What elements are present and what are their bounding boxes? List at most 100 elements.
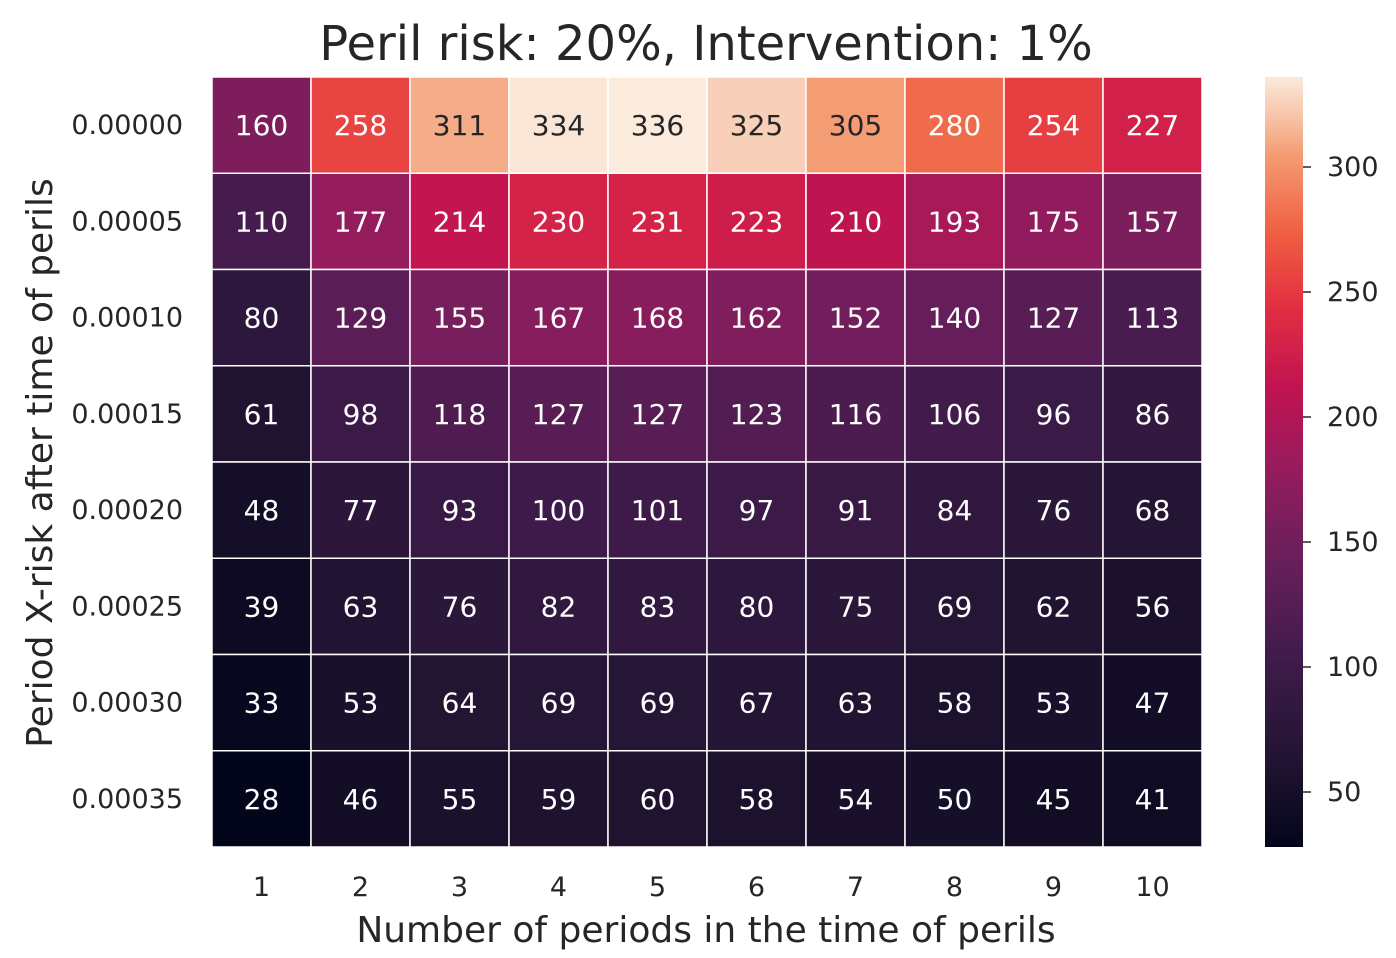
heatmap-cell [1102, 461, 1203, 559]
colorbar-gradient [1265, 77, 1303, 847]
colorbar-tick-label: 150 [1327, 527, 1379, 558]
cell-value-label: 254 [1027, 109, 1080, 142]
heatmap-cell [1003, 461, 1104, 559]
heatmap-cell [607, 750, 708, 848]
cell-value-label: 160 [235, 109, 288, 142]
cell-value-label: 311 [433, 109, 486, 142]
heatmap-cell [1003, 365, 1104, 463]
heatmap-cell [805, 653, 906, 752]
cell-value-label: 53 [343, 687, 379, 720]
cell-value-label: 258 [334, 109, 387, 142]
heatmap-cell [706, 653, 807, 752]
cell-value-label: 177 [334, 205, 387, 238]
heatmap-cell [805, 268, 906, 367]
y-tick-label: 0.00005 [71, 206, 183, 237]
x-tick-label: 6 [748, 872, 765, 903]
heatmap-cell [310, 76, 411, 174]
cell-value-label: 45 [1036, 783, 1072, 816]
heatmap-cell [211, 76, 312, 174]
y-axis-ticks: 0.00000 0.00005 0.00010 0.00015 0.00020 0.000… [71, 110, 183, 815]
cell-value-label: 129 [334, 302, 387, 335]
cell-value-label: 76 [1036, 494, 1072, 527]
heatmap-cell [1102, 653, 1203, 752]
x-tick-label: 8 [946, 872, 963, 903]
cell-value-label: 76 [442, 590, 478, 623]
cell-value-label: 55 [442, 783, 478, 816]
cell-value-label: 210 [829, 205, 882, 238]
heatmap-cell [310, 268, 411, 367]
cell-value-label: 110 [235, 205, 288, 238]
heatmap-cell [706, 461, 807, 559]
cell-value-label: 58 [937, 687, 973, 720]
cell-value-label: 127 [1027, 302, 1080, 335]
colorbar-tick-label: 100 [1327, 652, 1379, 683]
cell-value-label: 91 [838, 494, 874, 527]
y-tick-label: 0.00000 [71, 110, 183, 141]
cell-value-label: 127 [532, 398, 585, 431]
heatmap-cell [1003, 750, 1104, 848]
heatmap-cell [310, 750, 411, 848]
heatmap-cell [805, 750, 906, 848]
cell-value-label: 175 [1027, 205, 1080, 238]
cell-value-label: 54 [838, 783, 874, 816]
heatmap-cell [310, 461, 411, 559]
heatmap-cell [904, 461, 1005, 559]
cell-value-label: 96 [1036, 398, 1072, 431]
heatmap-cell [508, 172, 609, 271]
cell-value-label: 113 [1126, 302, 1179, 335]
y-axis-label: Period X-risk after time of perils [20, 178, 61, 748]
y-tick-label: 0.00015 [71, 399, 183, 430]
heatmap-cell [508, 557, 609, 656]
heatmap-cell [508, 653, 609, 752]
heatmap-cell [409, 76, 510, 174]
y-tick-label: 0.00025 [71, 591, 183, 622]
heatmap-cell [805, 461, 906, 559]
heatmap-cell [409, 461, 510, 559]
y-tick-label: 0.00020 [71, 495, 183, 526]
heatmap-cell [805, 172, 906, 271]
cell-value-label: 28 [244, 783, 280, 816]
colorbar: 50 100 150 200 250 300 [1265, 77, 1379, 847]
cell-value-label: 118 [433, 398, 486, 431]
heatmap-cell [904, 172, 1005, 271]
cell-value-label: 33 [244, 687, 280, 720]
cell-value-label: 223 [730, 205, 783, 238]
cell-value-label: 152 [829, 302, 882, 335]
heatmap-cell [1003, 172, 1104, 271]
colorbar-tick-label: 300 [1327, 152, 1379, 183]
cell-value-label: 336 [631, 109, 684, 142]
x-axis-label: Number of periods in the time of perils [356, 910, 1055, 951]
x-tick-label: 2 [352, 872, 369, 903]
heatmap-cell [211, 268, 312, 367]
cell-value-label: 193 [928, 205, 981, 238]
x-tick-label: 1 [253, 872, 270, 903]
colorbar-tick-label: 50 [1327, 777, 1361, 808]
heatmap-cell [1102, 750, 1203, 848]
heatmap-cell [409, 268, 510, 367]
cell-value-label: 325 [730, 109, 783, 142]
cell-value-label: 280 [928, 109, 981, 142]
x-tick-label: 3 [451, 872, 468, 903]
cell-value-label: 62 [1036, 590, 1072, 623]
cell-value-label: 334 [532, 109, 585, 142]
cell-value-label: 84 [937, 494, 973, 527]
cell-value-label: 64 [442, 687, 478, 720]
cell-value-label: 69 [640, 687, 676, 720]
cell-value-label: 162 [730, 302, 783, 335]
cell-value-label: 63 [343, 590, 379, 623]
cell-value-label: 227 [1126, 109, 1179, 142]
colorbar-tick-label: 200 [1327, 402, 1379, 433]
heatmap-cell [805, 365, 906, 463]
heatmap-cell [706, 365, 807, 463]
heatmap-cell [310, 172, 411, 271]
cell-value-label: 101 [631, 494, 684, 527]
cell-value-label: 63 [838, 687, 874, 720]
cell-value-label: 155 [433, 302, 486, 335]
x-tick-label: 9 [1045, 872, 1062, 903]
cell-value-label: 75 [838, 590, 874, 623]
heatmap-cell [1102, 365, 1203, 463]
cell-value-label: 140 [928, 302, 981, 335]
cell-value-label: 39 [244, 590, 280, 623]
cell-value-label: 305 [829, 109, 882, 142]
cell-value-label: 56 [1135, 590, 1171, 623]
